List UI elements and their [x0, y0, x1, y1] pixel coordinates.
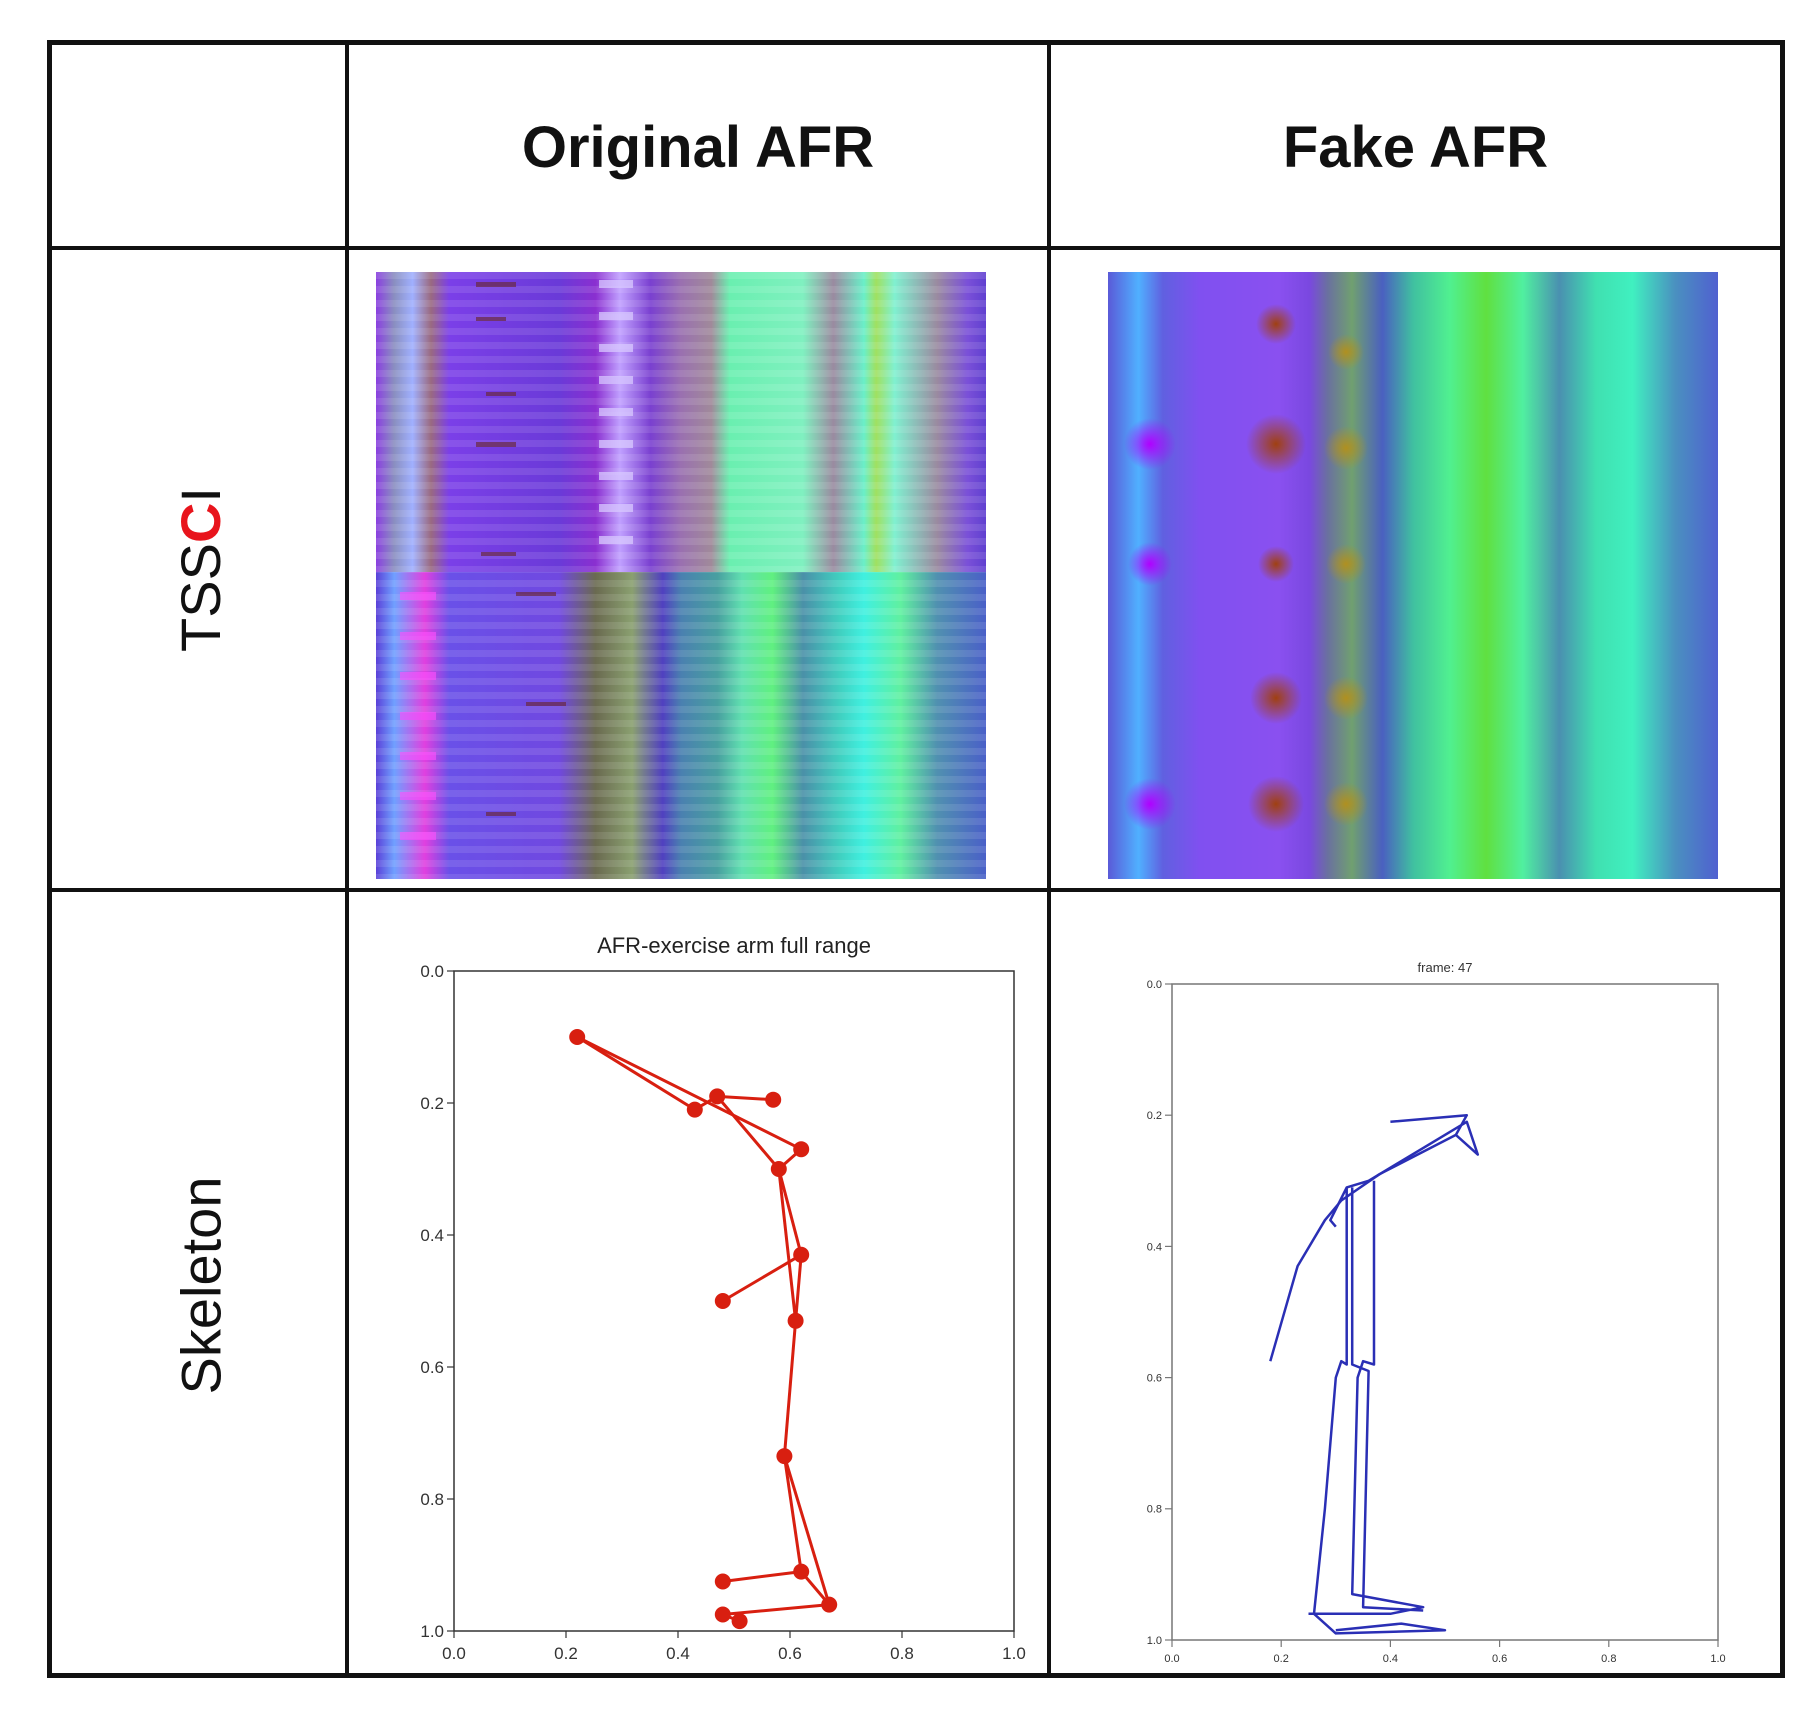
skeleton-joint	[793, 1141, 810, 1158]
y-tick-label: 0.6	[420, 1358, 444, 1377]
x-tick-label: 0.2	[1274, 1653, 1289, 1665]
skeleton-joint	[714, 1293, 731, 1309]
x-tick-label: 0.4	[1383, 1653, 1398, 1665]
skeleton-joint	[793, 1246, 810, 1263]
row-label-skeleton: Skeleton	[52, 892, 349, 1678]
skeleton-bone	[777, 1168, 803, 1256]
skeleton-bone	[782, 1320, 798, 1457]
skeleton-joint	[731, 1613, 748, 1630]
skeleton-bone	[722, 1603, 830, 1616]
x-tick-label: 1.0	[1710, 1653, 1725, 1665]
row-divider-2	[52, 888, 1780, 892]
skeleton-bone	[576, 1035, 696, 1111]
skeleton-joint	[776, 1448, 793, 1465]
tssci-highlight: C	[169, 502, 232, 543]
skeleton-path	[1329, 1113, 1480, 1228]
skeleton-bone	[717, 1094, 774, 1102]
skeleton-label: Skeleton	[169, 1176, 232, 1394]
skeleton-bone	[722, 1570, 802, 1583]
x-tick-label: 1.0	[1002, 1644, 1026, 1663]
y-tick-label: 1.0	[1147, 1635, 1162, 1647]
skeleton-joint	[787, 1312, 804, 1329]
comparison-table: Original AFR Fake AFR TSSCI Skeleton	[47, 40, 1785, 1678]
plot-frame	[1171, 983, 1719, 1641]
x-tick-label: 0.0	[1164, 1653, 1179, 1665]
y-tick-label: 0.0	[420, 962, 444, 981]
skeleton-path	[1269, 1133, 1457, 1362]
skeleton-path	[1350, 1187, 1424, 1612]
skeleton-joint	[714, 1573, 731, 1590]
y-tick-label: 0.4	[1147, 1241, 1162, 1253]
x-tick-label: 0.0	[442, 1644, 466, 1663]
skeleton-bone	[794, 1254, 803, 1321]
skeleton-joint	[821, 1596, 838, 1613]
y-tick-label: 0.4	[420, 1226, 444, 1245]
y-tick-label: 0.2	[420, 1094, 444, 1113]
x-tick-label: 0.8	[890, 1644, 914, 1663]
skeleton-bone	[782, 1455, 803, 1572]
y-tick-label: 1.0	[420, 1622, 444, 1641]
x-tick-label: 0.4	[666, 1644, 690, 1663]
skeleton-bone	[777, 1168, 798, 1321]
chart-title: frame: 47	[1418, 960, 1473, 975]
skeleton-fake-chart: frame: 47 0.0 0.2 0.4 0.6 0.8 1.0 0.0 0.2 0.4 0.6…	[1082, 902, 1762, 1672]
skeleton-joint	[709, 1088, 726, 1105]
header-fake-afr: Fake AFR	[1282, 115, 1549, 180]
skeleton-bone	[576, 1035, 802, 1151]
skeleton-original-chart: AFR-exercise arm full range 0.0 0.2 0.4 0.6…	[372, 902, 1042, 1672]
skeleton-fake-svg: frame: 47 0.0 0.2 0.4 0.6 0.8 1.00.00.20.40.6…	[1147, 960, 1726, 1665]
skeleton-path	[1308, 1180, 1425, 1616]
skeleton-bone	[716, 1095, 780, 1170]
skeleton-joint	[686, 1101, 703, 1118]
skeleton-original-svg: AFR-exercise arm full range 0.0 0.2 0.4 0.6…	[420, 933, 1026, 1663]
y-tick-label: 0.6	[1147, 1372, 1162, 1384]
plot-frame	[453, 970, 1015, 1632]
x-tick-label: 0.2	[554, 1644, 578, 1663]
y-tick-label: 0.2	[1147, 1110, 1162, 1122]
x-tick-label: 0.8	[1601, 1653, 1616, 1665]
skeleton-joint	[793, 1563, 810, 1580]
skeleton-path	[1312, 1187, 1447, 1635]
chart-title: AFR-exercise arm full range	[597, 933, 871, 958]
y-tick-label: 0.0	[1147, 979, 1162, 991]
column-divider-1	[345, 45, 349, 1673]
row-label-tssci: TSSCI	[52, 250, 349, 888]
row-divider-1	[52, 246, 1780, 250]
tssci-original-image	[376, 272, 986, 879]
x-tick-label: 0.6	[1492, 1653, 1507, 1665]
skeleton-joint	[770, 1161, 787, 1177]
header-original-afr: Original AFR	[521, 115, 875, 180]
tssci-prefix: TSS	[169, 542, 232, 652]
skeleton-bone	[782, 1455, 831, 1606]
skeleton-joint	[714, 1606, 731, 1623]
tssci-suffix: I	[169, 486, 232, 503]
skeleton-joint	[765, 1091, 782, 1108]
x-tick-label: 0.6	[778, 1644, 802, 1663]
column-divider-2	[1047, 45, 1051, 1673]
y-tick-label: 0.8	[420, 1490, 444, 1509]
tssci-fake-image	[1108, 272, 1718, 879]
y-tick-label: 0.8	[1147, 1504, 1162, 1516]
skeleton-joint	[569, 1029, 586, 1045]
